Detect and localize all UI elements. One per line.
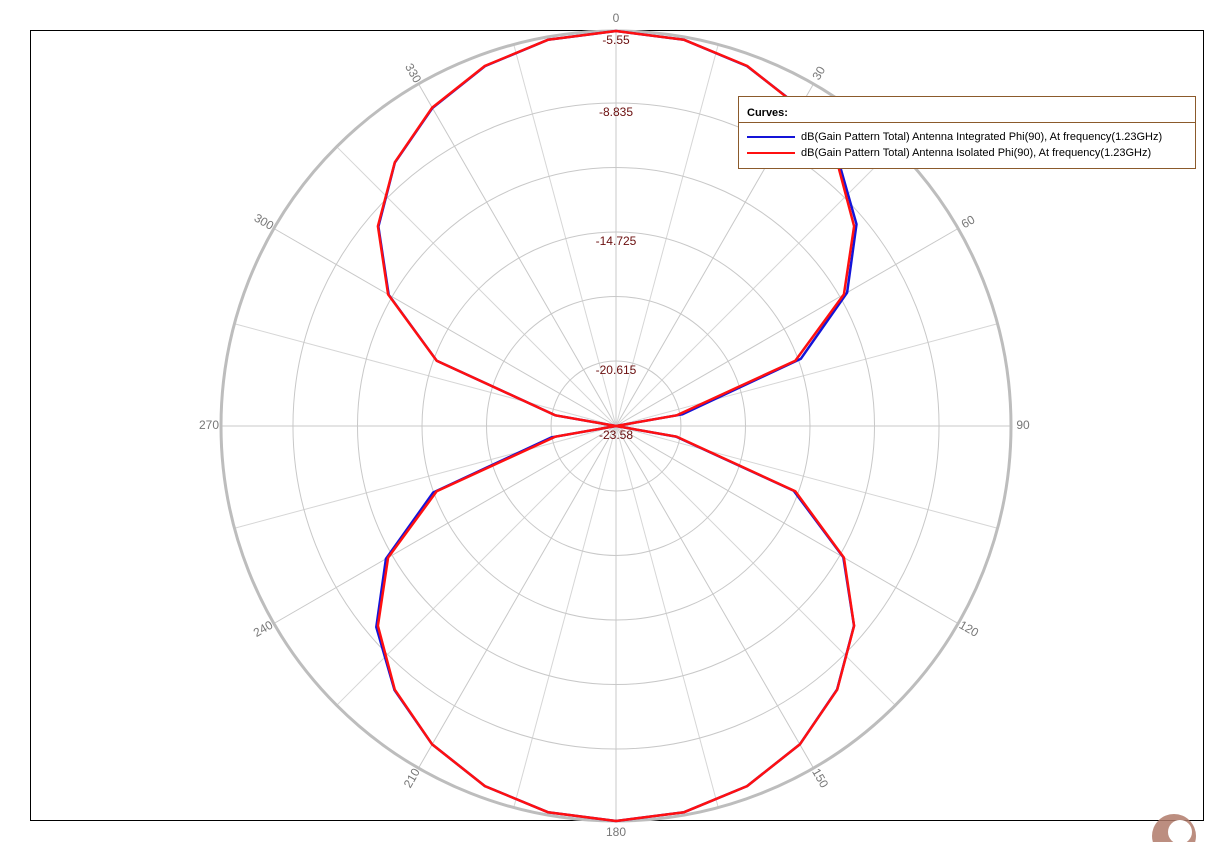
spoke-minor [615,323,998,427]
theta-tick-label: 30 [809,64,828,83]
legend-label: dB(Gain Pattern Total) Antenna Integrate… [801,131,1163,143]
spoke-minor [615,425,896,706]
theta-tick-label: 270 [199,418,219,432]
spoke-minor [234,323,617,427]
r-tick-label: -23.58 [599,428,633,442]
grid-circle [292,102,940,750]
series-line [376,29,856,823]
spoke [615,425,959,624]
r-tick-label: -14.725 [596,234,637,248]
logo [1152,814,1196,842]
spoke-minor [615,425,719,808]
spoke-minor [513,44,617,427]
grid-circle [486,296,746,556]
spoke-minor [234,425,617,529]
spoke [615,228,959,427]
spoke [615,425,814,769]
theta-tick-label: 180 [606,825,626,839]
r-tick-label: -8.835 [599,105,633,119]
legend-title: Curves: [739,97,1195,123]
spoke-minor [615,146,896,427]
theta-tick-label: 90 [1016,418,1030,432]
spoke-minor [513,425,617,808]
theta-tick-label: 60 [959,212,978,231]
spoke [273,228,617,427]
spoke [273,425,617,624]
spoke-minor [336,425,617,706]
legend-swatch [747,152,795,154]
spoke-minor [615,425,998,529]
r-tick-label: -20.615 [596,363,637,377]
legend-entry: dB(Gain Pattern Total) Antenna Integrate… [739,129,1195,145]
theta-tick-label: 0 [613,11,620,25]
spoke-minor [336,146,617,427]
grid-circle [421,231,811,621]
legend-entry: dB(Gain Pattern Total) Antenna Isolated … [739,145,1195,161]
spoke-minor [615,44,719,427]
spoke [418,425,617,769]
spoke [418,83,617,427]
legend-swatch [747,136,795,138]
r-tick-label: -5.55 [602,33,630,47]
grid-circle [550,360,682,492]
legend: Curves: dB(Gain Pattern Total) Antenna I… [738,96,1196,169]
legend-label: dB(Gain Pattern Total) Antenna Isolated … [801,147,1152,159]
grid-circle [356,166,876,686]
